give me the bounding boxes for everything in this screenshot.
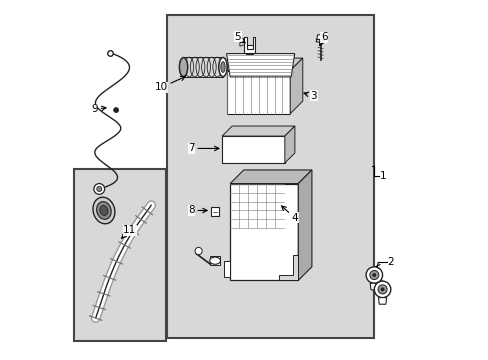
Ellipse shape xyxy=(179,58,187,76)
Polygon shape xyxy=(222,126,294,136)
Polygon shape xyxy=(298,170,311,280)
Polygon shape xyxy=(246,45,253,54)
Text: 11: 11 xyxy=(122,225,136,238)
Circle shape xyxy=(377,285,386,294)
Circle shape xyxy=(97,186,102,192)
Ellipse shape xyxy=(100,206,108,215)
Polygon shape xyxy=(285,126,294,163)
Polygon shape xyxy=(278,255,298,280)
Polygon shape xyxy=(316,35,324,42)
Circle shape xyxy=(94,184,104,194)
Polygon shape xyxy=(290,58,302,114)
Bar xyxy=(209,256,220,265)
Polygon shape xyxy=(230,170,311,184)
Polygon shape xyxy=(239,42,244,46)
Text: 2: 2 xyxy=(386,257,393,267)
Polygon shape xyxy=(227,58,302,71)
Text: 7: 7 xyxy=(188,143,219,153)
Polygon shape xyxy=(378,298,386,304)
Text: 9: 9 xyxy=(91,104,106,114)
Circle shape xyxy=(366,267,382,283)
Circle shape xyxy=(372,273,375,277)
Circle shape xyxy=(195,247,202,255)
Polygon shape xyxy=(226,54,294,77)
Text: 10: 10 xyxy=(154,76,185,93)
Polygon shape xyxy=(369,283,378,290)
Text: 4: 4 xyxy=(281,206,297,222)
Ellipse shape xyxy=(97,202,111,219)
Text: 5: 5 xyxy=(234,32,244,43)
Ellipse shape xyxy=(221,62,224,72)
Text: 6: 6 xyxy=(319,32,327,46)
Bar xyxy=(211,207,219,216)
Circle shape xyxy=(113,108,119,113)
Ellipse shape xyxy=(93,197,115,224)
Polygon shape xyxy=(230,184,298,280)
Polygon shape xyxy=(227,71,290,114)
Ellipse shape xyxy=(219,58,226,76)
Text: 3: 3 xyxy=(304,91,316,101)
Bar xyxy=(167,15,373,338)
Text: 8: 8 xyxy=(188,206,207,216)
Polygon shape xyxy=(244,37,255,53)
Circle shape xyxy=(369,270,378,280)
Ellipse shape xyxy=(209,257,220,264)
Circle shape xyxy=(380,288,384,291)
Polygon shape xyxy=(222,136,285,163)
Ellipse shape xyxy=(179,57,187,77)
Text: 1: 1 xyxy=(379,171,386,181)
Bar xyxy=(74,169,165,341)
Circle shape xyxy=(373,281,390,298)
Polygon shape xyxy=(223,261,230,277)
